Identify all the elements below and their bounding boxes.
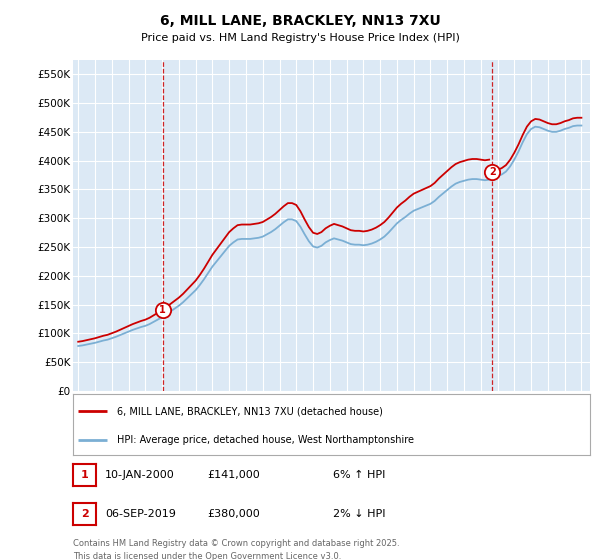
Text: £380,000: £380,000 — [207, 509, 260, 519]
Text: HPI: Average price, detached house, West Northamptonshire: HPI: Average price, detached house, West… — [117, 435, 414, 445]
Text: 6, MILL LANE, BRACKLEY, NN13 7XU (detached house): 6, MILL LANE, BRACKLEY, NN13 7XU (detach… — [117, 406, 383, 416]
Text: Price paid vs. HM Land Registry's House Price Index (HPI): Price paid vs. HM Land Registry's House … — [140, 33, 460, 43]
Text: 6, MILL LANE, BRACKLEY, NN13 7XU: 6, MILL LANE, BRACKLEY, NN13 7XU — [160, 14, 440, 28]
Text: Contains HM Land Registry data © Crown copyright and database right 2025.
This d: Contains HM Land Registry data © Crown c… — [73, 539, 400, 560]
Text: £141,000: £141,000 — [207, 470, 260, 480]
Text: 2: 2 — [81, 509, 88, 519]
Text: 06-SEP-2019: 06-SEP-2019 — [105, 509, 176, 519]
Text: 10-JAN-2000: 10-JAN-2000 — [105, 470, 175, 480]
Text: 1: 1 — [160, 305, 166, 315]
Text: 2: 2 — [489, 167, 496, 177]
Text: 6% ↑ HPI: 6% ↑ HPI — [333, 470, 385, 480]
Text: 2% ↓ HPI: 2% ↓ HPI — [333, 509, 385, 519]
Text: 1: 1 — [81, 470, 88, 480]
